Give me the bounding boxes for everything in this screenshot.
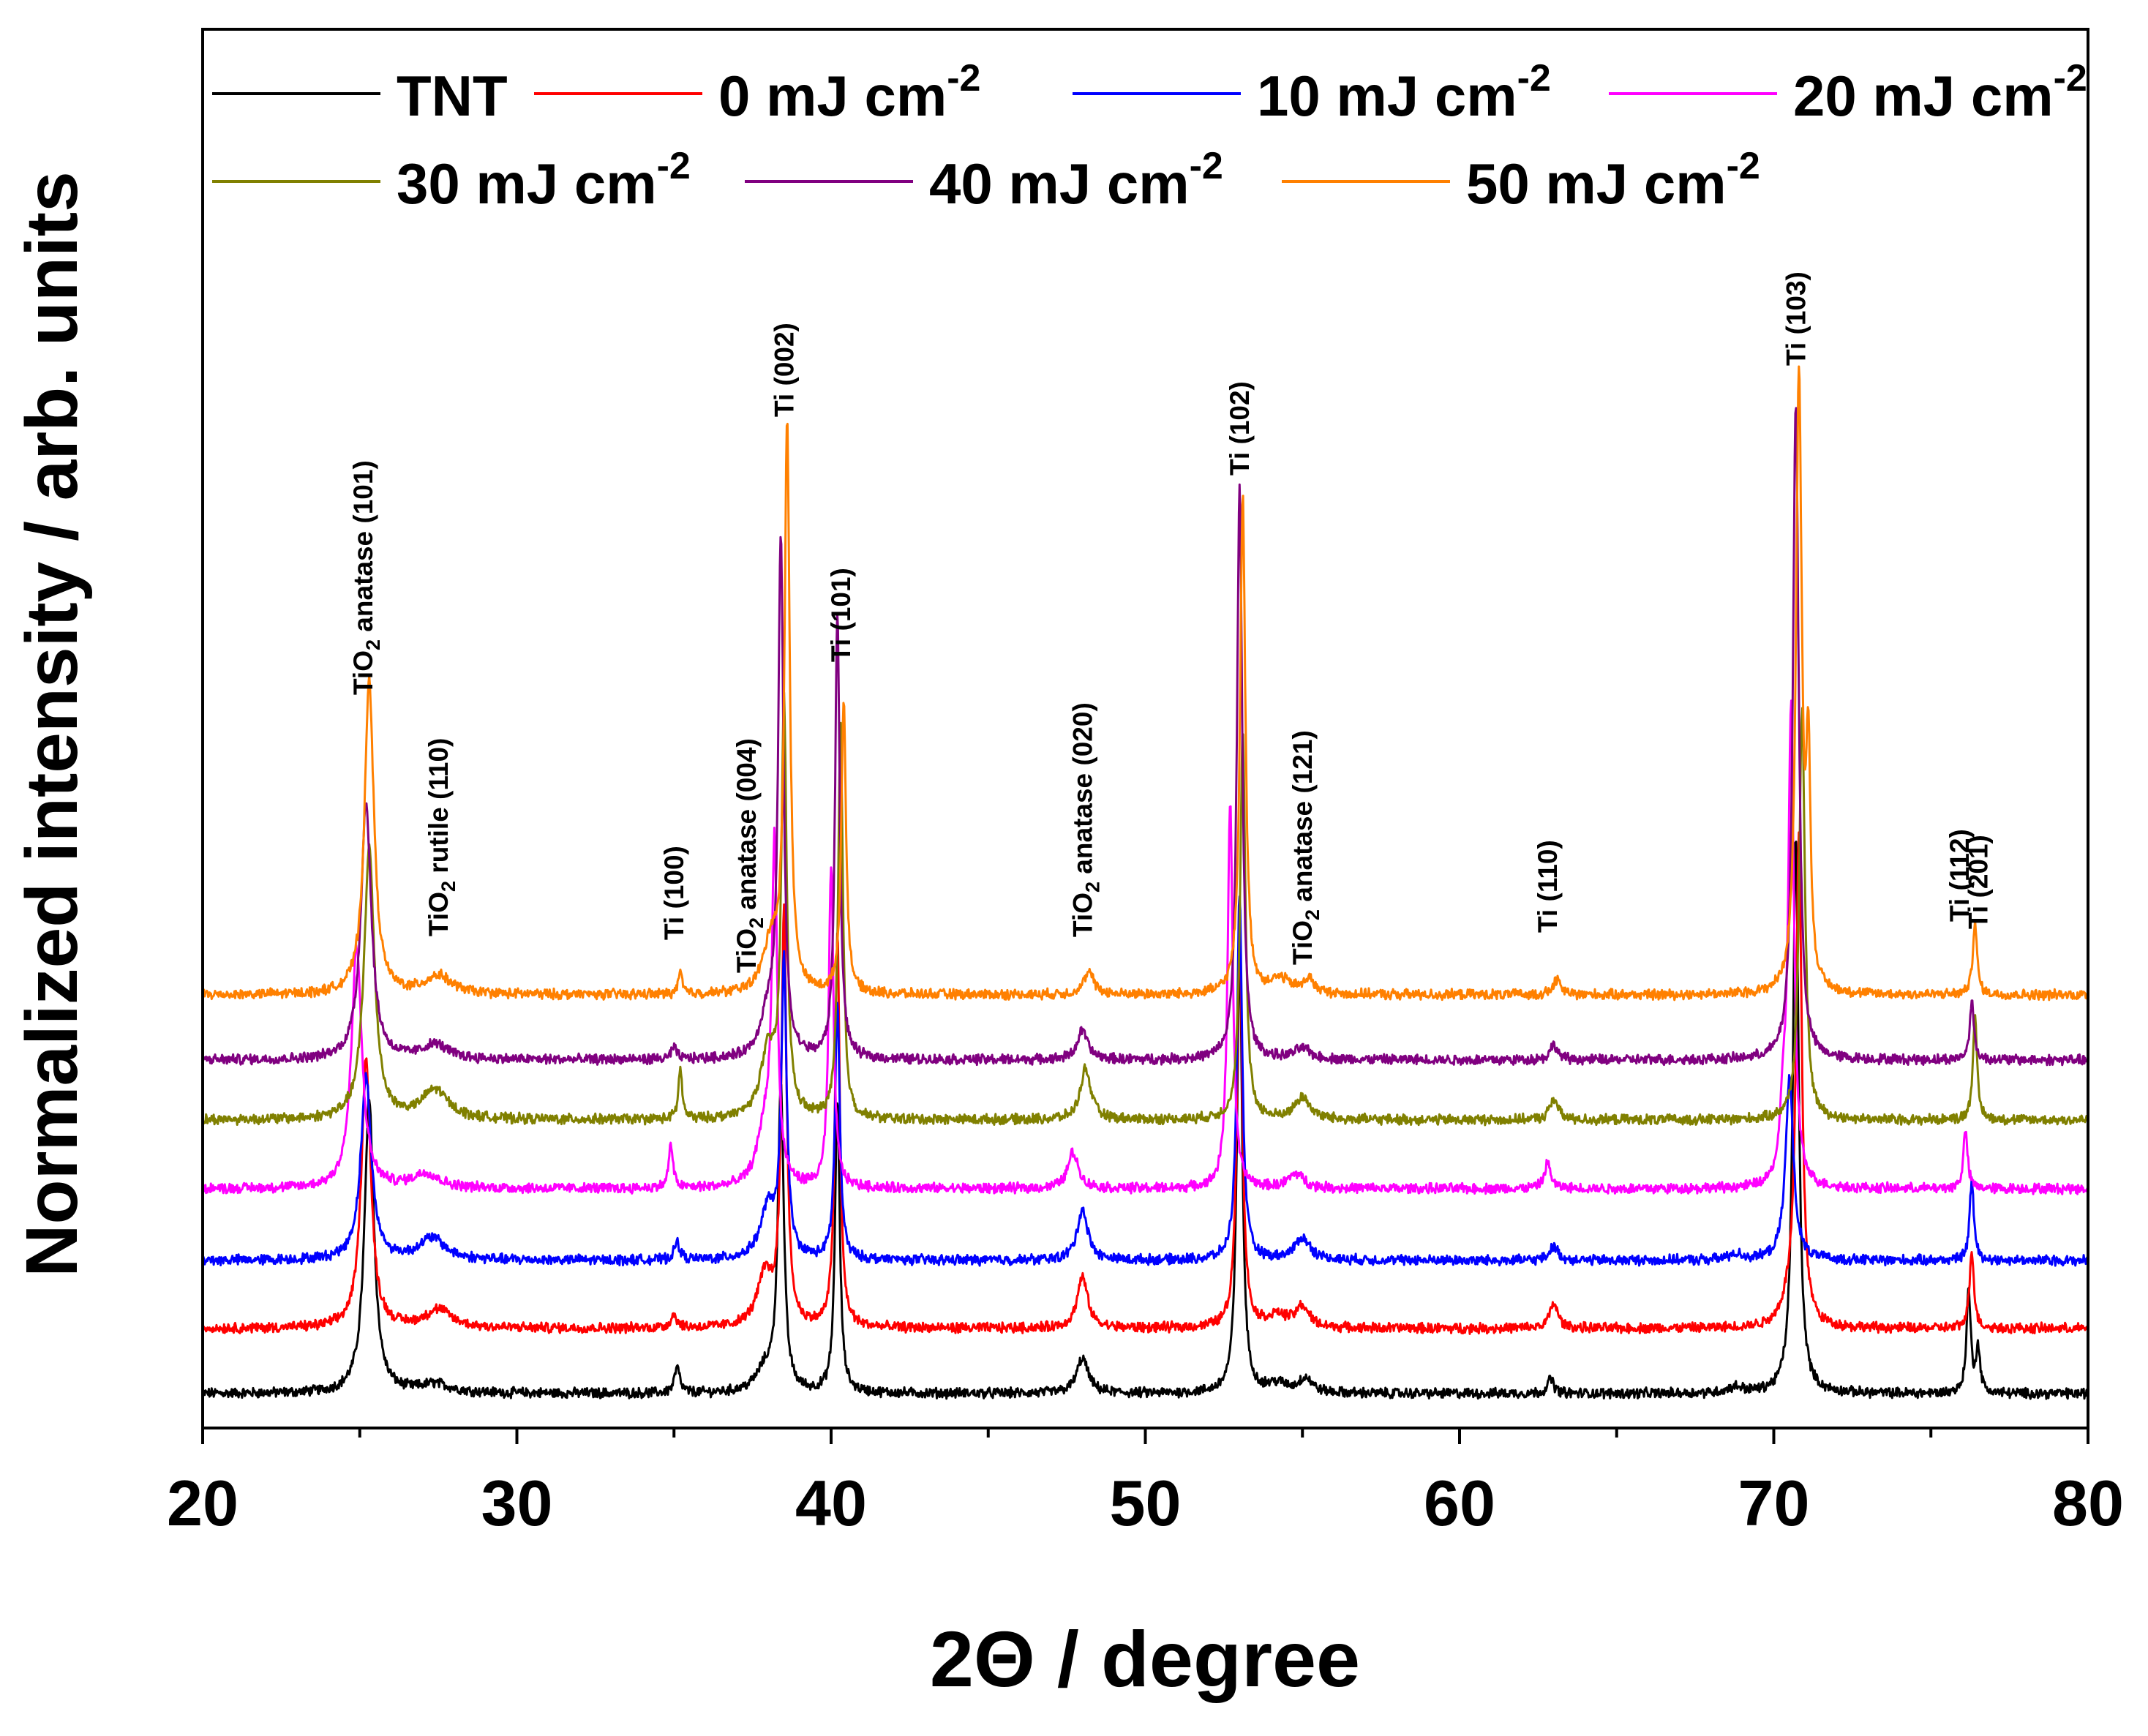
x-tick-label: 60 (1424, 1467, 1495, 1539)
legend-label: 30 mJ cm-2 (397, 145, 691, 216)
peak-annotations: TiO2 anatase (101) TiO2 rutile (110) Ti (1… (348, 271, 1994, 973)
x-ticks: 20 30 40 50 60 70 80 (167, 1428, 2124, 1539)
peak-label: Ti (102) (1225, 381, 1255, 476)
series-line (201, 691, 2089, 1127)
x-tick-label: 30 (481, 1467, 553, 1539)
series-line (201, 407, 2089, 1067)
peak-label: TiO2 anatase (121) (1288, 730, 1323, 965)
peak-label: TiO2 rutile (110) (424, 738, 459, 936)
series-line (201, 841, 2089, 1400)
peak-label: Ti (201) (1964, 835, 1994, 929)
legend-label: 0 mJ cm-2 (718, 57, 980, 128)
x-tick-label: 40 (795, 1467, 867, 1539)
x-tick-label: 50 (1110, 1467, 1182, 1539)
peak-label: Ti (103) (1781, 271, 1811, 366)
peak-label: Ti (110) (1533, 840, 1563, 933)
x-tick-label: 80 (2052, 1467, 2124, 1539)
legend-label: TNT (397, 64, 508, 128)
legend-label: 20 mJ cm-2 (1793, 57, 2087, 128)
peak-label: TiO2 anatase (004) (732, 738, 767, 973)
peak-label: Ti (112) (1945, 829, 1975, 922)
series-line (201, 365, 2089, 1002)
legend-label: 40 mJ cm-2 (929, 145, 1223, 216)
peak-label: TiO2 anatase (020) (1068, 702, 1104, 937)
legend-label: 10 mJ cm-2 (1257, 57, 1551, 128)
series-line (201, 699, 2089, 1195)
legend: TNT 0 mJ cm-2 10 mJ cm-2 20 mJ cm-2 30 mJ cm… (212, 57, 2087, 216)
peak-label: Ti (101) (826, 568, 856, 662)
peak-label: Ti (100) (659, 846, 689, 940)
series-line (201, 895, 2089, 1267)
x-tick-label: 20 (167, 1467, 239, 1539)
x-tick-label: 70 (1738, 1467, 1810, 1539)
x-axis-title: 2Θ / degree (930, 1615, 1360, 1703)
y-axis-title: Normalized intensity / arb. units (11, 171, 93, 1277)
series-line (201, 831, 2089, 1335)
peak-label: TiO2 anatase (101) (348, 460, 384, 695)
peak-label: Ti (002) (770, 323, 800, 417)
series-traces (201, 365, 2089, 1400)
legend-label: 50 mJ cm-2 (1466, 145, 1760, 216)
